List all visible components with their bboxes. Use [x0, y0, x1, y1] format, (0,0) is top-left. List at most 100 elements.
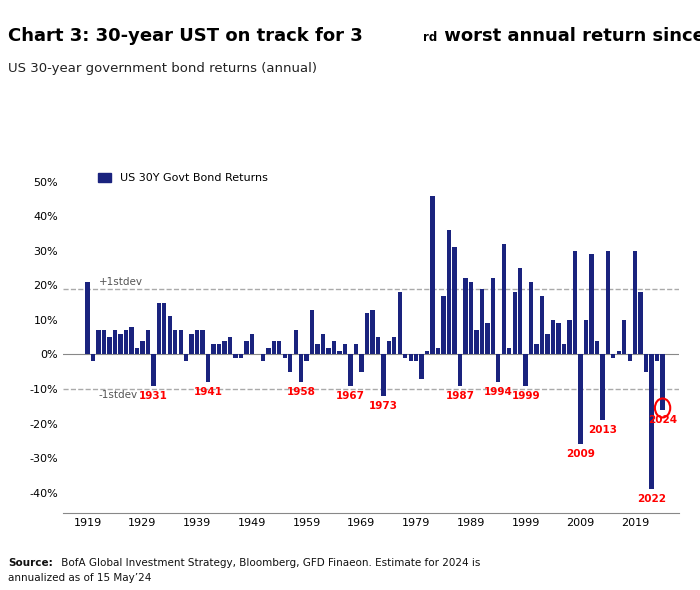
Bar [414, 355, 419, 361]
Bar [102, 330, 106, 355]
Bar [178, 330, 183, 355]
Bar [611, 355, 615, 358]
Bar [293, 330, 298, 355]
Bar [409, 355, 413, 361]
Text: 1967: 1967 [336, 391, 365, 401]
Bar [223, 340, 227, 355]
Text: 2024: 2024 [648, 415, 677, 425]
Bar [146, 330, 150, 355]
Bar [134, 348, 139, 355]
Bar [584, 320, 588, 355]
Bar [638, 292, 643, 355]
Bar [217, 344, 221, 355]
Text: 1994: 1994 [484, 387, 512, 397]
Text: 2013: 2013 [588, 425, 617, 435]
Bar [403, 355, 407, 358]
Bar [502, 244, 506, 355]
Bar [578, 355, 582, 444]
Bar [425, 351, 429, 355]
Bar [343, 344, 347, 355]
Bar [633, 251, 638, 355]
Bar [551, 320, 555, 355]
Bar [316, 344, 320, 355]
Bar [91, 355, 95, 361]
Text: 1931: 1931 [139, 391, 168, 401]
Bar [167, 316, 172, 355]
Bar [299, 355, 303, 382]
Bar [113, 330, 117, 355]
Text: 2022: 2022 [637, 494, 666, 504]
Bar [332, 340, 336, 355]
Text: worst annual return since 1919: worst annual return since 1919 [438, 27, 700, 45]
Bar [660, 355, 665, 409]
Bar [283, 355, 287, 358]
Bar [622, 320, 626, 355]
Bar [349, 355, 353, 385]
Bar [162, 303, 167, 355]
Bar [195, 330, 199, 355]
Bar [130, 327, 134, 355]
Bar [239, 355, 243, 358]
Bar [600, 355, 605, 420]
Bar [562, 344, 566, 355]
Bar [321, 334, 326, 355]
Text: Chart 3: 30-year UST on track for 3: Chart 3: 30-year UST on track for 3 [8, 27, 363, 45]
Text: 1973: 1973 [369, 401, 398, 411]
Bar [518, 268, 522, 355]
Bar [556, 323, 561, 355]
Bar [436, 348, 440, 355]
Bar [491, 278, 495, 355]
Bar [211, 344, 216, 355]
Bar [655, 355, 659, 361]
Text: BofA Global Investment Strategy, Bloomberg, GFD Finaeon. Estimate for 2024 is: BofA Global Investment Strategy, Bloombe… [58, 558, 480, 568]
Bar [534, 344, 539, 355]
Bar [430, 195, 435, 355]
Bar [644, 355, 648, 372]
Bar [288, 355, 293, 372]
Text: 1999: 1999 [512, 391, 540, 401]
Bar [507, 348, 512, 355]
Bar [463, 278, 468, 355]
Text: 1941: 1941 [194, 387, 223, 397]
Bar [540, 296, 545, 355]
Bar [419, 355, 424, 379]
Bar [442, 296, 446, 355]
Bar [381, 355, 386, 396]
Bar [118, 334, 122, 355]
Bar [545, 334, 550, 355]
Bar [573, 251, 577, 355]
Bar [266, 348, 270, 355]
Text: -1stdev: -1stdev [99, 391, 138, 401]
Bar [359, 355, 363, 372]
Bar [151, 355, 155, 385]
Bar [485, 323, 489, 355]
Bar [157, 303, 161, 355]
Bar [386, 340, 391, 355]
Bar [228, 337, 232, 355]
Bar [277, 340, 281, 355]
Bar [529, 282, 533, 355]
Bar [480, 289, 484, 355]
Bar [512, 292, 517, 355]
Bar [370, 310, 374, 355]
Text: annualized as of 15 May’24: annualized as of 15 May’24 [8, 573, 152, 584]
Text: 1958: 1958 [287, 387, 316, 397]
Bar [337, 351, 342, 355]
Bar [567, 320, 572, 355]
Bar [85, 282, 90, 355]
Bar [173, 330, 177, 355]
Bar [326, 348, 331, 355]
Bar [200, 330, 205, 355]
Bar [304, 355, 309, 361]
Bar [97, 330, 101, 355]
Bar [365, 313, 369, 355]
Bar [107, 337, 112, 355]
Bar [474, 330, 479, 355]
Bar [452, 247, 456, 355]
Bar [627, 355, 632, 361]
Bar [354, 344, 358, 355]
Text: rd: rd [423, 31, 437, 44]
Bar [458, 355, 462, 385]
Bar [140, 340, 145, 355]
Legend: US 30Y Govt Bond Returns: US 30Y Govt Bond Returns [93, 168, 272, 188]
